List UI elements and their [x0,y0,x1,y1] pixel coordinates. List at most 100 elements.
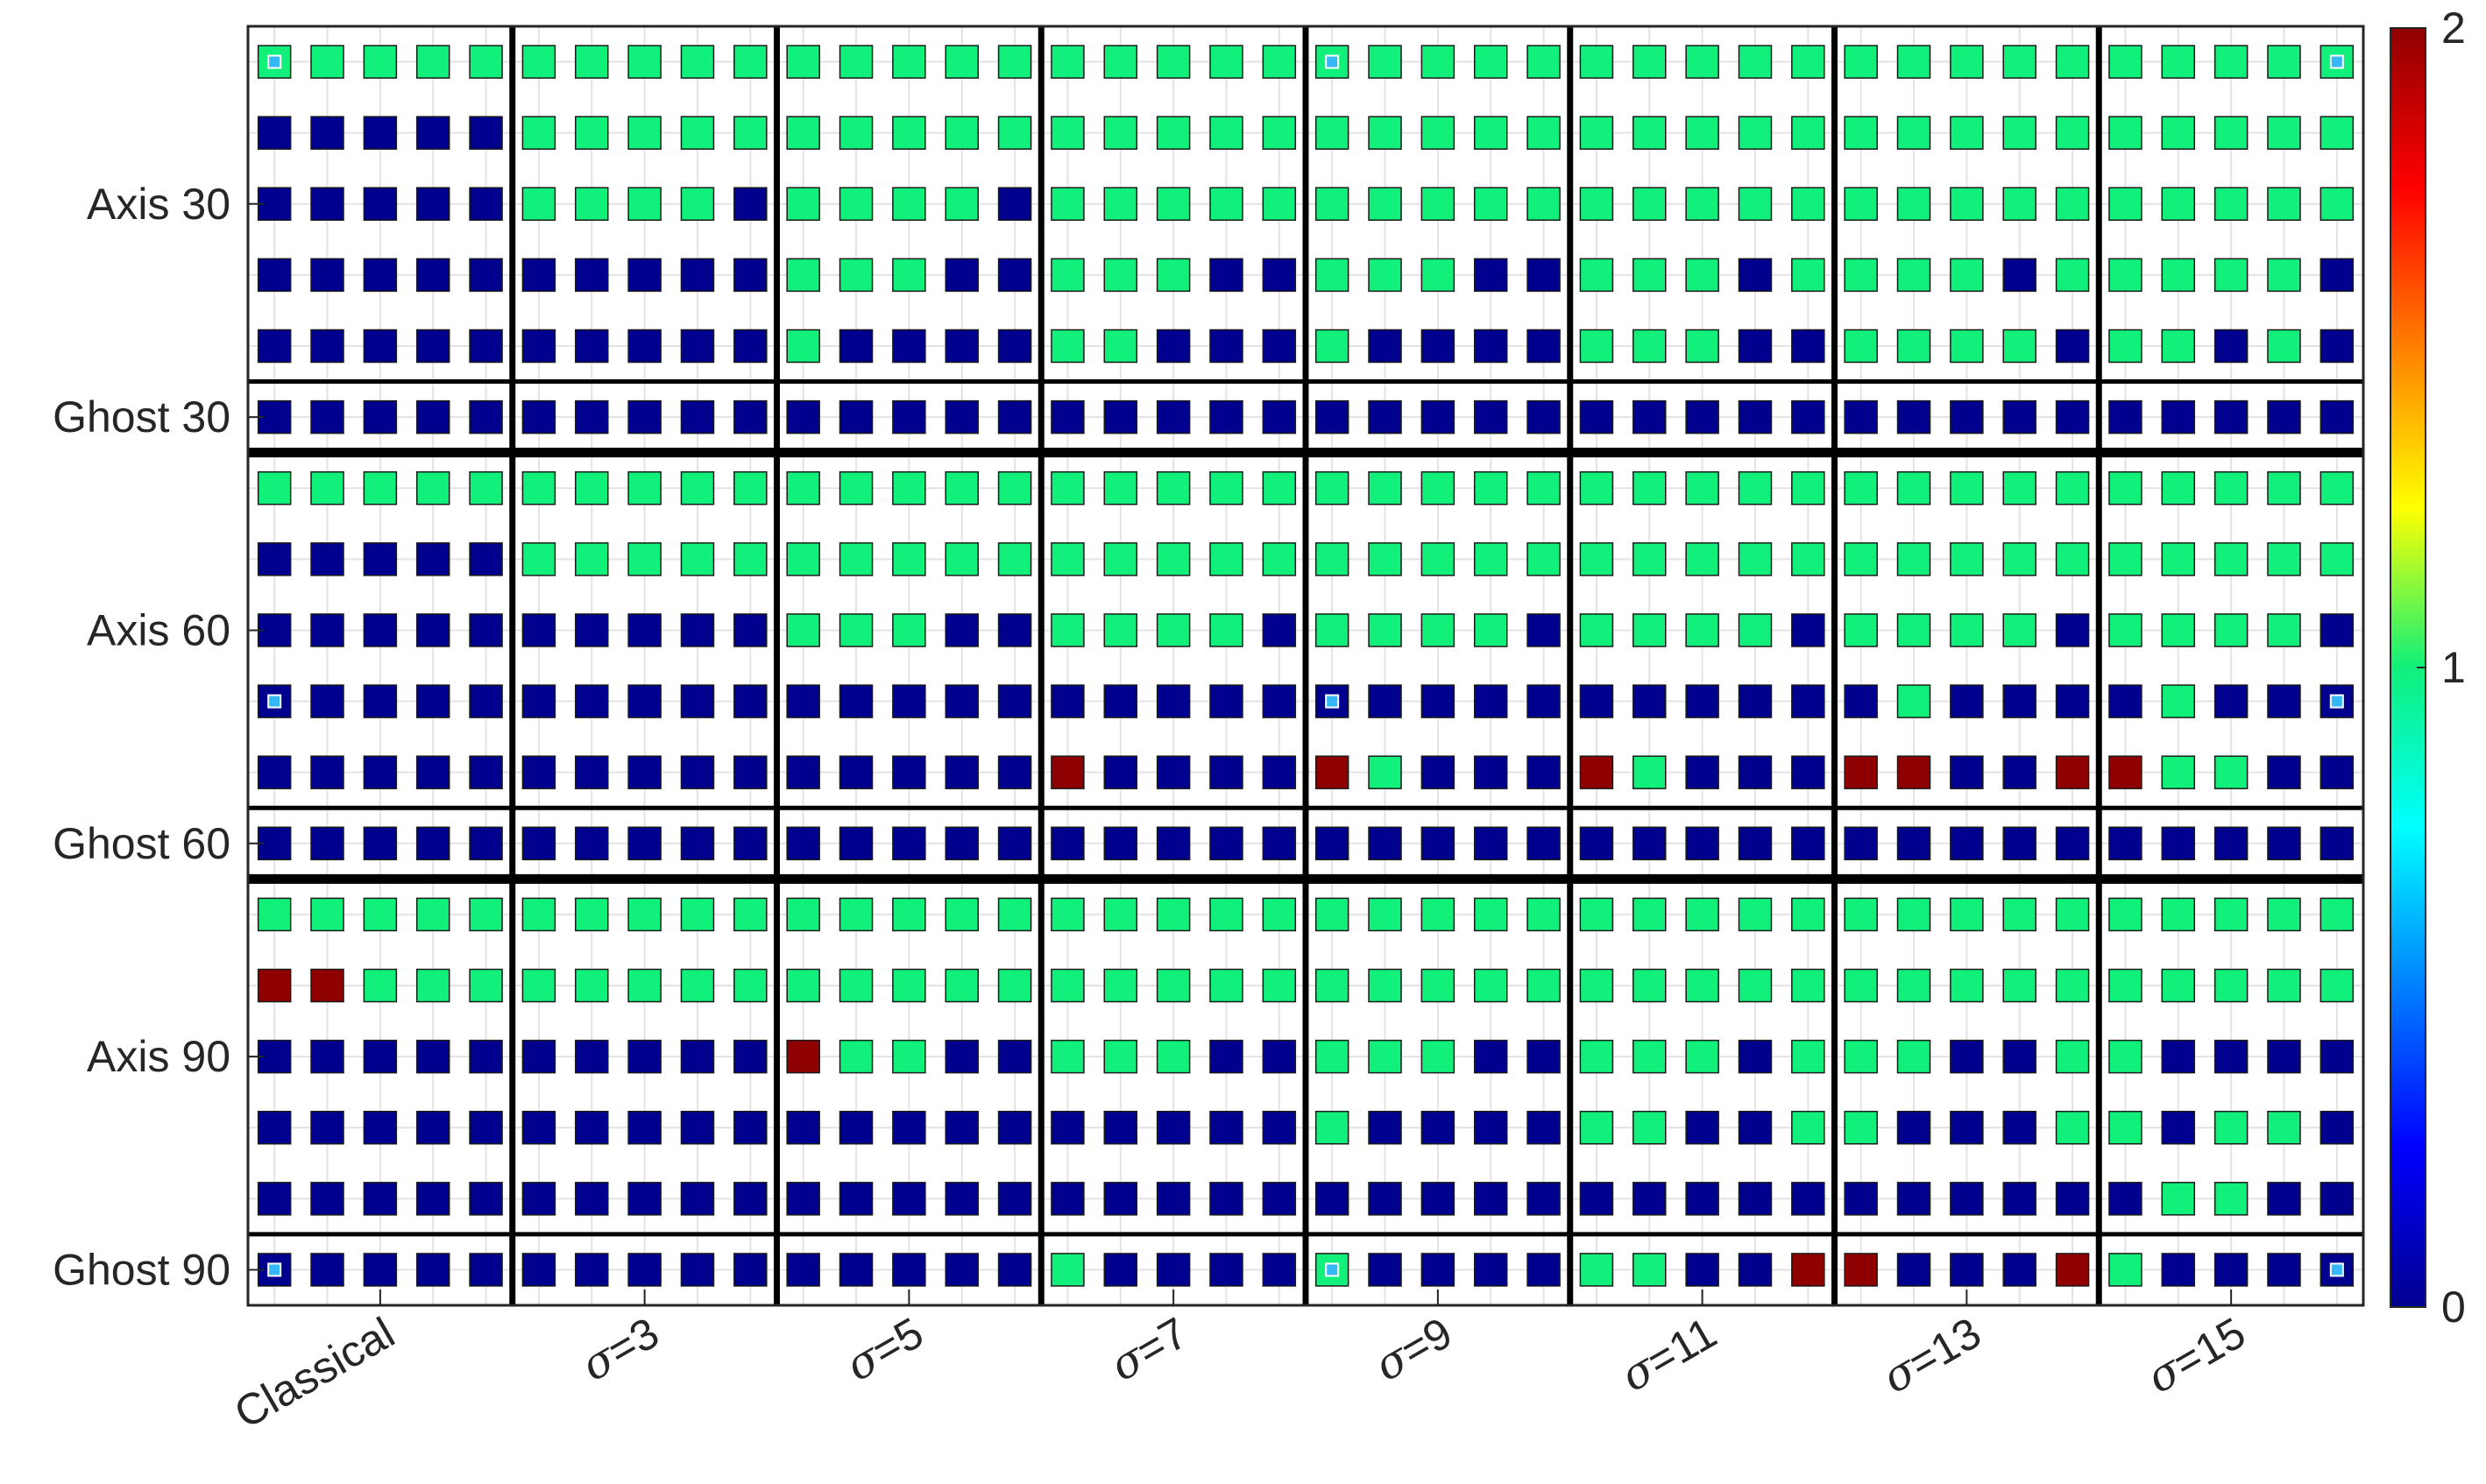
heatmap-cell [1156,45,1191,79]
heatmap-cell [733,399,768,435]
heatmap-cell [1051,1110,1085,1145]
heatmap-cell [1950,542,1984,576]
heatmap-cell [1473,1253,1508,1287]
cell-marker [267,694,282,709]
heatmap-cell [1420,897,1455,932]
heatmap-cell [1156,116,1191,150]
heatmap-cell [2267,613,2301,647]
heatmap-cell [1685,1039,1719,1074]
heatmap-cell [257,897,292,932]
heatmap-cell [415,329,450,364]
heatmap-cell [2108,897,2142,932]
heatmap-cell [1896,542,1931,576]
heatmap-cell [1473,755,1508,789]
heatmap-cell [2108,1039,2142,1074]
heatmap-cell [469,897,503,932]
heatmap-cell [1156,542,1191,576]
heatmap-cell [2161,897,2196,932]
heatmap-cell [1314,1110,1349,1145]
heatmap-cell [1368,684,1402,718]
heatmap-cell [415,116,450,150]
heatmap-cell [627,684,662,718]
heatmap-cell [1685,187,1719,222]
heatmap-cell [575,329,609,364]
heatmap-cell [2161,968,2196,1003]
heatmap-cell [1314,542,1349,576]
heatmap-cell [627,826,662,861]
heatmap-cell [1368,187,1402,222]
heatmap-cell [1103,470,1138,505]
heatmap-cell [2055,968,2090,1003]
heatmap-cell [310,1039,344,1074]
heatmap-cell [257,968,292,1003]
heatmap-cell [310,329,344,364]
heatmap-cell [575,399,609,435]
heatmap-cell [2213,45,2249,79]
heatmap-cell [892,613,926,647]
heatmap-cell [1156,399,1191,435]
heatmap-cell [1896,968,1931,1003]
heatmap-cell [786,1110,820,1145]
heatmap-cell [1950,258,1984,293]
heatmap-cell [521,329,556,364]
heatmap-cell [1633,470,1667,505]
heatmap-cell [2267,826,2301,861]
heatmap-cell [1896,1182,1931,1216]
heatmap-cell [892,542,926,576]
heatmap-cell [2267,897,2301,932]
heatmap-cell [1896,116,1931,150]
heatmap-cell [2055,329,2090,364]
heatmap-cell [627,1039,662,1074]
heatmap-cell [1156,968,1191,1003]
heatmap-cell [1791,1039,1825,1074]
heatmap-cell [521,755,556,789]
heatmap-cell [1633,45,1667,79]
heatmap-cell [997,116,1032,150]
heatmap-cell [680,45,715,79]
heatmap-cell [1791,613,1825,647]
heatmap-cell [1314,329,1349,364]
heatmap-cell [1526,1253,1561,1287]
heatmap-cell [1633,187,1667,222]
heatmap-cell [415,470,450,505]
heatmap-cell [257,542,292,576]
heatmap-cell [997,470,1032,505]
heatmap-cell [1738,187,1773,222]
heatmap-cell [1685,542,1719,576]
heatmap-cell [997,755,1032,789]
heatmap-cell [945,897,979,932]
heatmap-cell [2108,116,2142,150]
cell-marker [2329,1262,2344,1277]
heatmap-cell [839,826,874,861]
heatmap-cell [680,1039,715,1074]
heatmap-cell [1685,755,1719,789]
heatmap-cell [733,116,768,150]
heatmap-cell [1738,258,1773,293]
heatmap-cell [1526,470,1561,505]
heatmap-cell [575,470,609,505]
heatmap-cell [997,45,1032,79]
heatmap-cell [310,399,344,435]
heatmap-cell [2161,258,2196,293]
heatmap-cell [415,258,450,293]
heatmap-cell [469,542,503,576]
heatmap-cell [1579,613,1614,647]
heatmap-cell [680,1253,715,1287]
heatmap-cell [1209,1182,1243,1216]
heatmap-cell [2002,399,2036,435]
heatmap-cell [469,470,503,505]
heatmap-cell [2213,897,2249,932]
heatmap-cell [2213,399,2249,435]
heatmap-cell [2055,1039,2090,1074]
heatmap-cell [2267,1182,2301,1216]
heatmap-cell [575,258,609,293]
heatmap-cell [521,116,556,150]
heatmap-cell [2161,399,2196,435]
heatmap-cell [363,45,398,79]
heatmap-cell [2320,258,2355,293]
cells [257,45,2355,1287]
heatmap-cell [2002,329,2036,364]
heatmap-cell [1314,968,1349,1003]
heatmap-cell [627,399,662,435]
